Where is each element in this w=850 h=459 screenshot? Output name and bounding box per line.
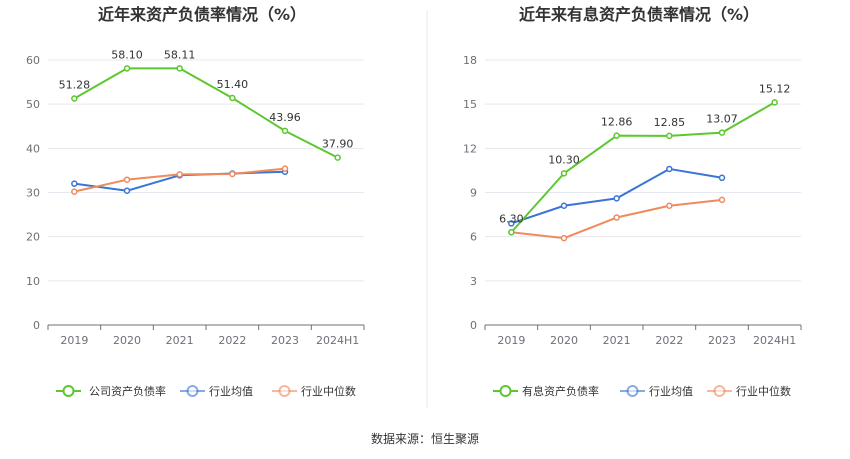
x-tick-label: 2020 [550, 334, 578, 347]
legend-label: 行业均值 [649, 385, 693, 398]
source-note: 数据来源：恒生聚源 [371, 431, 479, 446]
y-tick-label: 9 [470, 187, 477, 200]
data-label: 6.30 [499, 212, 524, 225]
y-tick-label: 15 [463, 98, 477, 111]
data-point-avg [718, 174, 726, 182]
data-label: 43.96 [269, 111, 301, 124]
x-tick-label: 2021 [166, 334, 194, 347]
data-point-main [281, 127, 289, 135]
legend-marker [713, 385, 726, 397]
data-point-median [613, 214, 620, 221]
legend-label: 行业中位数 [301, 384, 356, 398]
data-point-main [666, 132, 673, 140]
legend-item-main[interactable]: 公司资产负债率 [56, 384, 166, 398]
data-point-main [71, 95, 78, 102]
data-label: 12.85 [654, 116, 686, 129]
data-point-main [771, 99, 778, 106]
x-tick-label: 2024H1 [753, 334, 796, 347]
y-tick-label: 10 [26, 275, 40, 288]
data-point-main [560, 170, 568, 177]
data-point-median [176, 171, 183, 178]
x-tick-label: 2019 [60, 334, 88, 347]
chart-panel-2: 近年来有息资产负债率情况（%） 0 3 6 9 12 15 18 2019 2020 2021 202… [463, 5, 802, 398]
data-point-median [281, 165, 289, 172]
x-tick-label: 2021 [603, 334, 631, 347]
data-label: 51.40 [217, 78, 249, 91]
data-label: 51.28 [59, 79, 91, 92]
data-point-avg [666, 165, 673, 173]
legend-marker [186, 385, 199, 397]
data-label: 58.10 [111, 48, 143, 61]
y-tick-label: 6 [470, 231, 477, 244]
x-tick-label: 2024H1 [316, 334, 359, 347]
legend-label: 公司资产负债率 [89, 384, 166, 398]
chart-title: 近年来有息资产负债率情况（%） [519, 5, 759, 24]
legend-label: 行业中位数 [736, 384, 791, 398]
data-point-median [560, 234, 568, 242]
y-tick-label: 60 [26, 54, 40, 67]
legend-item-main[interactable]: 有息资产负债率 [493, 384, 599, 398]
data-point-median [71, 188, 78, 195]
legend-label: 有息资产负债率 [522, 384, 599, 398]
data-point-median [666, 202, 673, 209]
series-line-main [73, 67, 339, 159]
data-label: 13.07 [706, 113, 738, 126]
legend-item-avg[interactable]: 行业均值 [180, 385, 253, 398]
legend-marker [626, 385, 639, 397]
data-label: 10.30 [548, 153, 580, 166]
y-tick-label: 50 [26, 98, 40, 111]
chart-panel-1: 近年来资产负债率情况（%） 0 10 20 30 40 50 60 2019 2020 2021 20… [26, 5, 365, 398]
data-point-avg [71, 180, 78, 187]
legend-item-median[interactable]: 行业中位数 [707, 384, 791, 398]
data-label: 12.86 [601, 116, 633, 129]
data-point-avg [560, 202, 568, 209]
data-point-median [123, 176, 131, 183]
y-tick-label: 30 [26, 187, 40, 200]
chart-title: 近年来资产负债率情况（%） [98, 5, 306, 24]
y-tick-label: 0 [33, 319, 40, 332]
data-point-median [718, 196, 726, 204]
data-point-avg [508, 220, 515, 227]
y-tick-label: 3 [470, 275, 477, 288]
y-tick-label: 0 [470, 319, 477, 332]
data-point-main [718, 129, 726, 136]
y-tick-label: 18 [463, 54, 477, 67]
legend-marker [62, 385, 75, 397]
x-tick-label: 2023 [708, 334, 736, 347]
y-tick-label: 12 [463, 142, 477, 155]
data-point-avg [613, 195, 620, 202]
data-label: 37.90 [322, 138, 354, 151]
series-line-main [510, 101, 776, 233]
data-point-main [508, 229, 515, 236]
data-point-main [334, 154, 341, 161]
data-point-avg [123, 187, 131, 194]
data-label: 15.12 [759, 82, 791, 95]
x-tick-label: 2020 [113, 334, 141, 347]
data-point-main [123, 65, 131, 72]
x-tick-label: 2023 [271, 334, 299, 347]
data-point-main [229, 94, 236, 102]
legend-marker [499, 385, 512, 397]
data-point-main [176, 65, 183, 72]
data-point-main [613, 132, 620, 139]
data-label: 58.11 [164, 48, 196, 61]
data-point-median [229, 170, 236, 178]
y-tick-label: 40 [26, 142, 40, 155]
legend-marker [278, 385, 291, 397]
legend-item-median[interactable]: 行业中位数 [272, 384, 356, 398]
x-tick-label: 2022 [218, 334, 246, 347]
legend-item-avg[interactable]: 行业均值 [620, 385, 693, 398]
x-tick-label: 2022 [655, 334, 683, 347]
legend-label: 行业均值 [209, 385, 253, 398]
x-tick-label: 2019 [497, 334, 525, 347]
y-tick-label: 20 [26, 231, 40, 244]
